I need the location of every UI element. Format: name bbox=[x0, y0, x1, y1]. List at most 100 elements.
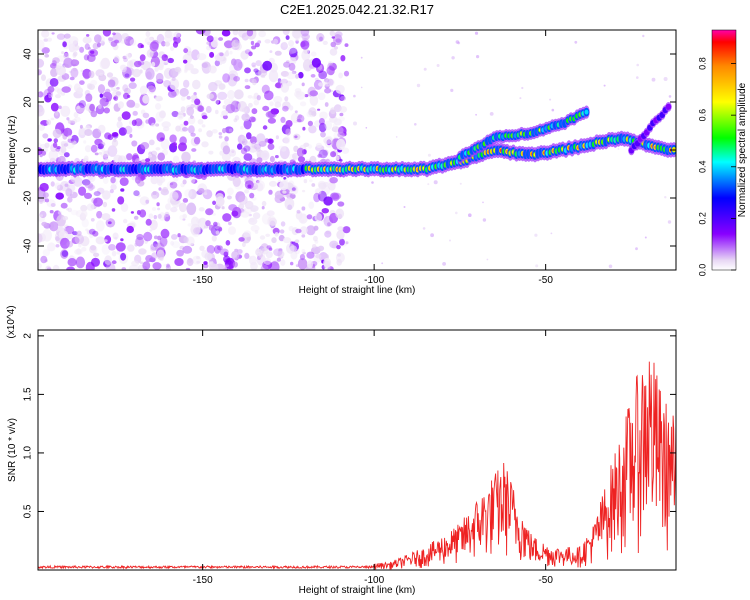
noise-blob bbox=[306, 260, 314, 269]
noise-blob bbox=[209, 263, 218, 270]
noise-blob bbox=[84, 145, 92, 153]
noise-blob bbox=[289, 51, 293, 55]
noise-blob bbox=[268, 217, 277, 226]
noise-blob bbox=[197, 105, 205, 112]
noise-blob bbox=[266, 245, 272, 250]
x-tick-label: -150 bbox=[193, 575, 213, 586]
noise-blob bbox=[169, 78, 180, 90]
x-tick-label: -100 bbox=[364, 575, 384, 586]
noise-blob bbox=[315, 142, 323, 149]
noise-blob bbox=[56, 33, 66, 40]
noise-blob bbox=[38, 69, 43, 76]
noise-blob bbox=[232, 176, 241, 187]
noise-blob bbox=[180, 106, 186, 113]
noise-blob bbox=[233, 89, 244, 100]
noise-blob bbox=[294, 239, 300, 243]
noise-blob bbox=[175, 125, 181, 132]
noise-blob bbox=[229, 50, 233, 55]
noise-blob bbox=[206, 245, 215, 254]
noise-blob bbox=[159, 256, 164, 261]
noise-blob bbox=[155, 95, 163, 102]
noise-blob bbox=[206, 41, 210, 45]
noise-blob bbox=[201, 61, 212, 74]
noise-blob bbox=[49, 221, 59, 232]
noise-blob bbox=[315, 254, 322, 259]
noise-blob bbox=[255, 180, 260, 184]
noise-blob bbox=[171, 234, 178, 240]
noise-blob bbox=[222, 115, 228, 120]
noise-blob bbox=[111, 139, 119, 147]
noise-blob bbox=[268, 69, 279, 83]
noise-blob bbox=[244, 67, 251, 74]
noise-blob bbox=[255, 60, 262, 67]
noise-blob bbox=[338, 72, 343, 79]
noise-blob bbox=[302, 251, 306, 255]
noise-blob bbox=[455, 40, 460, 44]
noise-blob bbox=[97, 84, 106, 94]
noise-blob bbox=[482, 201, 484, 204]
y-tick-label: -20 bbox=[23, 190, 34, 205]
noise-blob bbox=[221, 110, 229, 116]
noise-blob bbox=[335, 156, 340, 161]
noise-blob bbox=[261, 200, 267, 207]
noise-blob bbox=[184, 69, 188, 74]
noise-blob bbox=[94, 152, 99, 156]
noise-blob bbox=[203, 261, 208, 265]
noise-blob bbox=[330, 41, 337, 48]
noise-blob bbox=[317, 92, 326, 101]
noise-blob bbox=[295, 91, 306, 100]
noise-blob bbox=[218, 135, 223, 139]
noise-blob bbox=[274, 50, 282, 56]
noise-blob bbox=[551, 108, 555, 112]
noise-blob bbox=[224, 136, 229, 142]
noise-blob bbox=[179, 214, 186, 221]
noise-blob bbox=[422, 227, 426, 230]
noise-blob bbox=[90, 245, 97, 251]
noise-blob bbox=[48, 149, 59, 161]
noise-blob bbox=[205, 208, 214, 216]
noise-blob bbox=[260, 243, 269, 252]
noise-blob bbox=[155, 103, 162, 110]
colorbar-tick-label: 0.6 bbox=[697, 109, 707, 122]
noise-blob bbox=[219, 52, 224, 57]
noise-blob bbox=[165, 203, 171, 210]
noise-blob bbox=[49, 78, 59, 87]
noise-blob bbox=[56, 65, 66, 76]
noise-blob bbox=[228, 226, 236, 235]
noise-blob bbox=[174, 258, 184, 266]
noise-blob bbox=[274, 101, 282, 108]
noise-blob bbox=[222, 213, 232, 222]
noise-blob bbox=[76, 230, 82, 236]
noise-blob bbox=[44, 54, 50, 58]
noise-blob bbox=[96, 42, 101, 48]
noise-blob bbox=[299, 226, 308, 235]
noise-blob bbox=[313, 192, 321, 203]
noise-blob bbox=[285, 35, 290, 40]
trace-body bbox=[665, 103, 672, 110]
noise-blob bbox=[273, 38, 279, 45]
noise-blob bbox=[167, 90, 177, 98]
snr-ylabel: SNR (10 * v/v) bbox=[7, 418, 18, 482]
noise-blob bbox=[146, 49, 154, 58]
noise-blob bbox=[340, 96, 346, 101]
noise-blob bbox=[617, 148, 620, 150]
noise-blob bbox=[651, 77, 656, 82]
noise-blob bbox=[212, 213, 216, 216]
noise-blob bbox=[267, 138, 272, 143]
y-tick-label: 2 bbox=[23, 333, 34, 339]
noise-blob bbox=[103, 176, 109, 185]
noise-blob bbox=[339, 159, 343, 162]
noise-blob bbox=[38, 233, 43, 243]
noise-blob bbox=[110, 184, 117, 191]
noise-blob bbox=[67, 138, 75, 143]
noise-blob bbox=[262, 105, 270, 112]
noise-blob bbox=[335, 208, 345, 219]
noise-blob bbox=[179, 202, 187, 213]
noise-blob bbox=[119, 177, 129, 187]
noise-blob bbox=[318, 118, 325, 125]
noise-blob bbox=[44, 94, 52, 103]
noise-blob bbox=[247, 95, 253, 99]
noise-blob bbox=[174, 66, 182, 73]
noise-blob bbox=[55, 192, 64, 200]
y-tick-label: 0.5 bbox=[23, 504, 34, 518]
